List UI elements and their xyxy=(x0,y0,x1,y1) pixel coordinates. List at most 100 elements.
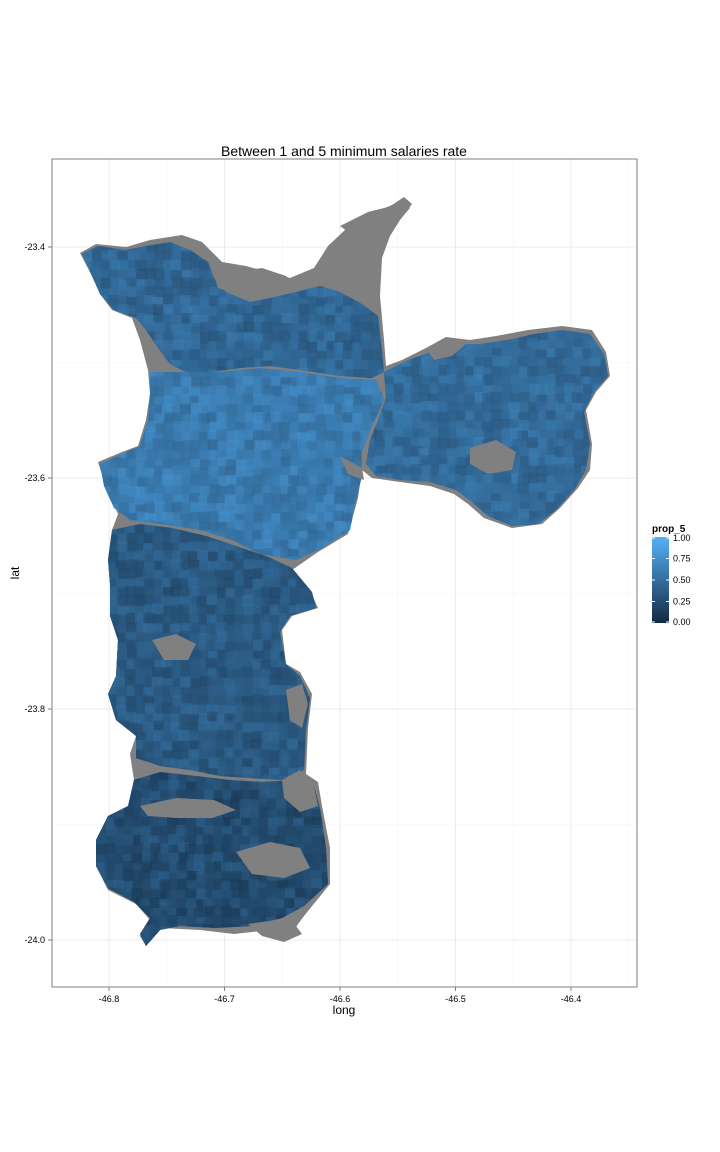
tract-tile xyxy=(325,314,337,326)
tract-tile xyxy=(109,276,121,288)
tract-tile xyxy=(511,473,523,485)
tract-tile xyxy=(360,387,372,399)
tract-tile xyxy=(547,429,559,441)
tract-tile xyxy=(284,897,296,909)
tract-tile xyxy=(167,817,179,829)
tract-tile xyxy=(172,494,184,506)
tract-tile xyxy=(333,295,345,307)
tract-tile xyxy=(218,511,230,523)
tract-tile xyxy=(259,914,271,926)
tract-tile xyxy=(482,374,494,386)
tract-tile xyxy=(188,305,200,317)
tract-tile xyxy=(114,853,126,865)
tract-tile xyxy=(249,817,261,829)
tract-tile xyxy=(234,314,246,326)
tract-tile xyxy=(230,862,242,874)
tract-tile xyxy=(199,267,211,279)
tract-tile xyxy=(315,324,327,336)
tract-tile xyxy=(260,650,272,662)
tract-tile xyxy=(141,798,153,810)
tract-tile xyxy=(352,359,364,371)
tract-tile xyxy=(299,385,311,397)
tract-tile xyxy=(308,313,320,325)
tract-tile xyxy=(350,474,362,486)
tract-tile xyxy=(342,323,354,335)
tract-tile xyxy=(252,368,264,380)
tract-tile xyxy=(172,432,184,444)
tract-tile xyxy=(302,854,314,866)
tract-tile xyxy=(135,304,147,316)
tract-tile xyxy=(511,510,523,522)
tract-tile xyxy=(163,605,175,617)
tract-tile xyxy=(144,278,156,290)
tract-tile xyxy=(150,842,162,854)
tract-tile xyxy=(573,439,585,451)
tract-tile xyxy=(134,702,146,714)
tract-tile xyxy=(295,596,307,608)
tract-tile xyxy=(290,465,302,477)
tract-tile xyxy=(369,312,381,324)
tract-tile xyxy=(252,702,264,714)
tract-tile xyxy=(162,550,174,562)
tract-tile xyxy=(520,347,532,359)
tract-tile xyxy=(574,429,586,441)
tract-tile xyxy=(589,376,601,388)
tract-tile xyxy=(261,296,273,308)
tract-tile xyxy=(198,669,210,681)
tract-tile xyxy=(243,297,255,309)
tract-tile xyxy=(206,633,218,645)
tract-tile xyxy=(401,403,413,415)
tract-tile xyxy=(235,476,247,488)
tract-tile xyxy=(419,421,431,433)
tract-tile xyxy=(528,420,540,432)
tract-tile xyxy=(315,306,327,318)
tract-tile xyxy=(278,297,290,309)
tract-tile xyxy=(343,431,355,443)
tract-tile xyxy=(118,285,130,297)
tract-tile xyxy=(538,340,550,352)
tract-tile xyxy=(154,569,166,581)
y-tick-label: -24.0 xyxy=(24,935,45,945)
tract-tile xyxy=(315,501,327,513)
tract-tile xyxy=(215,622,227,634)
tract-tile xyxy=(299,448,311,460)
tract-tile xyxy=(371,394,383,406)
tract-tile xyxy=(243,614,255,626)
tract-tile xyxy=(112,834,124,846)
tract-tile xyxy=(572,346,584,358)
tract-tile xyxy=(334,384,346,396)
tract-tile xyxy=(163,503,175,515)
tract-tile xyxy=(143,586,155,598)
tract-tile xyxy=(82,258,94,270)
tract-tile xyxy=(278,603,290,615)
tract-tile xyxy=(170,524,182,535)
tract-tile xyxy=(245,429,257,441)
tract-tile xyxy=(142,750,154,762)
tract-tile xyxy=(306,403,318,415)
tract-tile xyxy=(248,879,260,891)
tract-tile xyxy=(272,495,284,507)
tract-tile xyxy=(537,411,549,423)
tract-tile xyxy=(536,384,548,396)
tract-tile xyxy=(234,504,246,516)
tract-tile xyxy=(455,373,467,385)
tract-tile xyxy=(162,750,174,762)
tract-tile xyxy=(161,404,173,416)
tract-tile xyxy=(143,578,155,590)
tract-tile xyxy=(143,612,155,624)
tract-tile xyxy=(305,376,317,388)
tract-tile xyxy=(368,349,380,361)
tract-tile xyxy=(135,504,147,516)
tract-tile xyxy=(254,474,266,486)
tract-tile xyxy=(150,870,162,882)
tract-tile xyxy=(502,438,514,450)
tract-tile xyxy=(316,351,328,363)
tract-tile xyxy=(207,721,219,733)
tract-tile xyxy=(491,409,503,421)
tract-tile xyxy=(166,878,178,890)
tract-tile xyxy=(187,551,199,563)
tract-tile xyxy=(181,457,193,469)
tract-tile xyxy=(166,890,178,902)
tract-tile xyxy=(172,349,184,361)
tract-tile xyxy=(252,756,264,768)
